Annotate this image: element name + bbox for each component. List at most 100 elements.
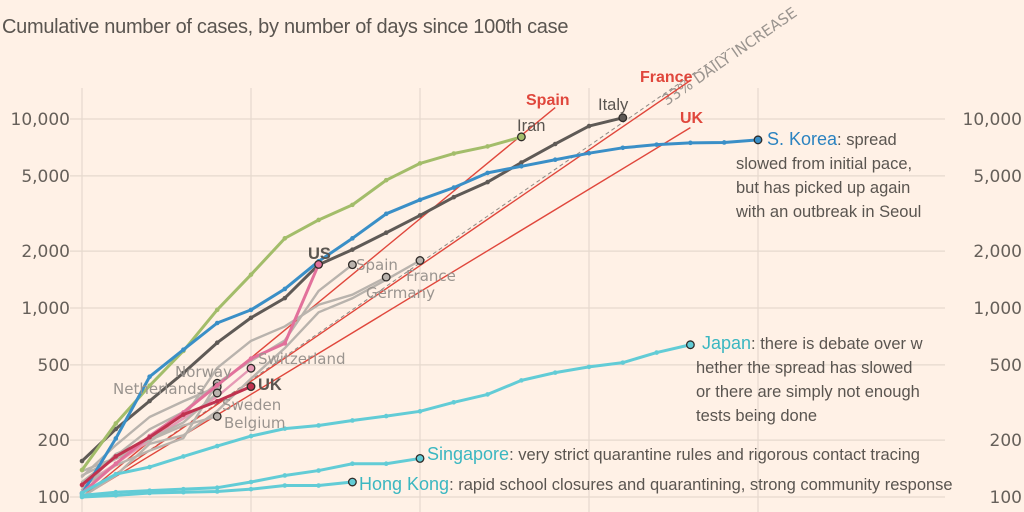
y-tick-label-left: 1,000 (21, 299, 70, 319)
data-point (654, 350, 659, 355)
series-end-marker (516, 132, 526, 142)
data-point (113, 489, 119, 495)
y-tick-label-right: 100 (990, 488, 1022, 508)
grid (70, 88, 945, 512)
data-point (147, 464, 152, 470)
trend-line-33pct (81, 47, 732, 498)
data-point (282, 426, 288, 431)
annotation-text-line: : very strict quarantine rules and rigor… (509, 446, 920, 464)
data-point (316, 423, 321, 428)
series-line-iran (80, 135, 523, 472)
data-point (485, 170, 490, 176)
series-labels: SpainFranceGermanySwitzerlandNorwayNethe… (113, 69, 953, 494)
series-label-sweden: Sweden (222, 396, 281, 414)
data-point (620, 360, 626, 365)
series-end-marker (381, 272, 391, 282)
y-tick-label-left: 10,000 (11, 110, 70, 130)
series-end-marker (212, 411, 222, 421)
annotation-japan: Japan: there is debate over w hether the … (696, 333, 923, 425)
data-point (485, 392, 490, 397)
projection-label-france: France (640, 69, 693, 86)
chart-subtitle: Cumulative number of cases, by number of… (2, 16, 569, 38)
series-label-belgium: Belgium (224, 414, 286, 432)
annotation-text-line: with an outbreak in Seoul (735, 203, 921, 221)
data-point (248, 433, 254, 439)
annotation-text-line: : spread (837, 131, 897, 149)
data-point (181, 347, 186, 352)
series-label-switzerland: Switzerland (258, 350, 346, 368)
data-point (316, 217, 321, 223)
data-point (350, 461, 355, 467)
annotation-country-name: Japan (702, 333, 751, 353)
data-point (248, 307, 254, 313)
series-end-marker (212, 388, 222, 398)
highlight-series (79, 113, 763, 500)
data-point (113, 461, 119, 467)
series-end-marker (685, 340, 695, 350)
series-label-italy: Italy (598, 96, 629, 114)
data-point (552, 157, 558, 163)
projection-label-uk: UK (680, 110, 704, 127)
data-point (282, 236, 288, 241)
data-point (552, 370, 558, 375)
series-end-marker (347, 477, 357, 487)
data-point (688, 140, 693, 146)
data-point (181, 489, 186, 495)
data-point (451, 185, 457, 190)
series-label-uk: UK (258, 376, 282, 394)
series-label-netherlands: Netherlands (113, 380, 205, 398)
data-point (350, 202, 355, 208)
data-point (79, 458, 85, 464)
y-tick-label-right: 500 (990, 356, 1022, 376)
data-point (248, 272, 254, 277)
data-point (79, 467, 85, 473)
data-point (282, 341, 288, 346)
data-point (519, 163, 524, 169)
data-point (181, 412, 186, 417)
data-point (586, 364, 592, 370)
data-point (383, 461, 389, 467)
y-tick-label-left: 2,000 (21, 242, 70, 262)
data-point (113, 471, 119, 477)
data-point (485, 144, 490, 149)
annotation-text-line: : rapid school closures and quarantining… (449, 476, 953, 494)
y-tick-label-left: 100 (38, 488, 70, 508)
data-point (350, 247, 355, 252)
data-point (214, 485, 220, 490)
data-point (282, 286, 288, 292)
annotation-text-line: : there is debate over w (751, 335, 923, 353)
data-point (248, 315, 254, 321)
data-point (147, 383, 152, 389)
trend-line-label: 33% DAILY INCREASE (659, 4, 801, 110)
data-point (214, 307, 220, 313)
annotation-country-name: S. Korea (767, 129, 838, 149)
y-tick-label-right: 2,000 (973, 242, 1022, 262)
series-end-marker (347, 260, 357, 270)
series-line-us (80, 262, 321, 495)
annotation-text-line: slowed from initial pace, (736, 155, 917, 173)
data-point (214, 340, 220, 346)
secondary-series (80, 256, 425, 499)
annotation-hong-kong: Hong Kong: rapid school closures and qua… (359, 474, 953, 494)
series-end-marker (415, 453, 425, 463)
data-point (350, 236, 355, 241)
annotation-singapore: Singapore: very strict quarantine rules … (427, 444, 920, 464)
data-point (113, 493, 119, 498)
data-point (214, 398, 220, 404)
series-label-germany: Germany (366, 284, 435, 302)
data-point (654, 142, 659, 147)
data-point (282, 473, 288, 478)
series-end-marker (753, 135, 763, 145)
data-point (350, 418, 355, 423)
data-point (451, 399, 457, 405)
annotation-text-line: or there are simply not enough (696, 383, 920, 401)
series-line-uk (80, 385, 253, 487)
data-point (214, 382, 220, 388)
data-point (248, 479, 254, 485)
data-point (451, 194, 457, 200)
data-point (316, 468, 321, 473)
series-label-spain: Spain (356, 256, 398, 274)
data-point (383, 413, 389, 419)
data-point (214, 443, 220, 449)
data-point (721, 140, 727, 145)
